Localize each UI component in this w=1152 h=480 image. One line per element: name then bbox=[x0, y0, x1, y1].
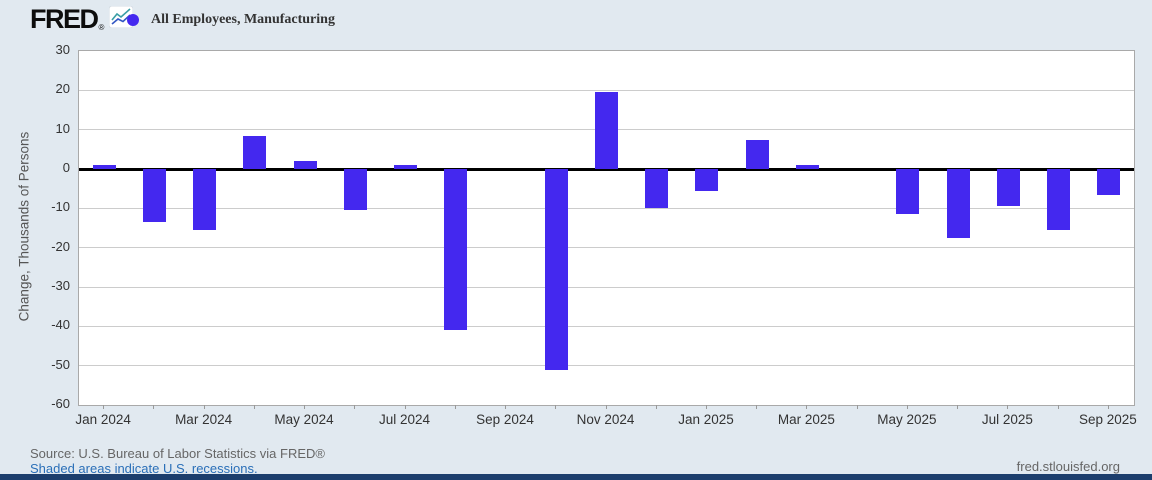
bar-aug-2024[interactable] bbox=[444, 169, 468, 331]
y-tick-label: 0 bbox=[62, 160, 70, 175]
gridline bbox=[79, 365, 1134, 367]
bar-mar-2024[interactable] bbox=[193, 169, 217, 230]
x-month-tick bbox=[806, 405, 808, 409]
legend-series-dot bbox=[127, 14, 139, 26]
x-tick-label: Sep 2025 bbox=[1078, 412, 1137, 427]
x-month-tick bbox=[555, 405, 557, 409]
gridline bbox=[79, 207, 1134, 209]
chart-header: FRED ® All Employees, Manufacturing bbox=[0, 0, 1152, 42]
x-month-tick bbox=[153, 405, 155, 409]
bar-jul-2025[interactable] bbox=[996, 169, 1020, 207]
x-month-tick bbox=[957, 405, 959, 409]
bar-may-2024[interactable] bbox=[293, 161, 317, 169]
bar-aug-2025[interactable] bbox=[1047, 169, 1071, 230]
bar-mar-2025[interactable] bbox=[795, 165, 819, 169]
y-tick-label: 10 bbox=[55, 120, 70, 136]
x-tick-label: Jan 2024 bbox=[75, 412, 131, 427]
legend-item-manufacturing[interactable]: All Employees, Manufacturing bbox=[127, 12, 335, 28]
bar-oct-2024[interactable] bbox=[544, 169, 568, 370]
x-tick-label: Mar 2024 bbox=[175, 412, 233, 427]
x-tick-label: Sep 2024 bbox=[476, 412, 534, 427]
x-month-tick bbox=[705, 405, 707, 409]
registered-trademark: ® bbox=[98, 23, 105, 32]
x-month-tick bbox=[505, 405, 507, 409]
y-tick-label: -60 bbox=[51, 396, 70, 411]
bar-jun-2025[interactable] bbox=[946, 169, 970, 238]
gridline bbox=[79, 247, 1134, 249]
x-month-tick bbox=[906, 405, 908, 409]
x-month-tick bbox=[1007, 405, 1009, 409]
bar-jun-2024[interactable] bbox=[343, 169, 367, 211]
bottom-accent-bar bbox=[0, 474, 1152, 480]
source-note: Source: U.S. Bureau of Labor Statistics … bbox=[30, 446, 325, 461]
x-month-tick bbox=[354, 405, 356, 409]
y-tick-label: -10 bbox=[51, 199, 70, 215]
bar-apr-2024[interactable] bbox=[243, 135, 267, 169]
bar-dec-2024[interactable] bbox=[645, 169, 669, 209]
gridline bbox=[79, 286, 1134, 288]
y-tick-label: -20 bbox=[51, 238, 70, 254]
x-month-tick bbox=[454, 405, 456, 409]
x-tick-label: Nov 2024 bbox=[576, 412, 635, 427]
x-tick-label: May 2024 bbox=[274, 412, 334, 427]
y-tick-label: -30 bbox=[51, 278, 70, 293]
x-month-tick bbox=[203, 405, 205, 409]
zero-axis-line bbox=[79, 167, 1134, 171]
x-month-tick bbox=[103, 405, 105, 409]
legend-series-label: All Employees, Manufacturing bbox=[151, 12, 335, 27]
y-tick-label: -40 bbox=[51, 317, 70, 333]
x-month-tick bbox=[756, 405, 758, 409]
x-month-tick bbox=[856, 405, 858, 409]
fred-logo[interactable]: FRED ® bbox=[30, 4, 134, 34]
y-tick-label: 30 bbox=[55, 42, 70, 57]
y-axis-title: Change, Thousands of Persons bbox=[16, 131, 32, 322]
bar-nov-2024[interactable] bbox=[595, 92, 618, 169]
recession-note-link[interactable]: Shaded areas indicate U.S. recessions. bbox=[30, 461, 258, 476]
x-month-tick bbox=[404, 405, 406, 409]
x-month-tick bbox=[304, 405, 306, 409]
x-tick-label: Jan 2025 bbox=[678, 412, 734, 427]
x-month-tick bbox=[605, 405, 607, 409]
fred-logo-text: FRED bbox=[30, 4, 99, 34]
site-url-link[interactable]: fred.stlouisfed.org bbox=[1016, 459, 1120, 474]
x-tick-label: Jul 2025 bbox=[981, 412, 1033, 427]
bar-jul-2024[interactable] bbox=[394, 165, 418, 169]
bar-feb-2024[interactable] bbox=[142, 169, 166, 223]
y-tick-label: -50 bbox=[51, 356, 70, 372]
x-month-tick bbox=[1057, 405, 1059, 409]
x-tick-label: Mar 2025 bbox=[777, 412, 835, 427]
bar-sep-2025[interactable] bbox=[1097, 169, 1121, 195]
plot-area bbox=[78, 50, 1135, 406]
x-month-tick bbox=[253, 405, 255, 409]
x-tick-label: Jul 2024 bbox=[379, 412, 431, 427]
bar-jan-2025[interactable] bbox=[695, 169, 719, 191]
x-month-tick bbox=[1107, 405, 1109, 409]
x-tick-label: May 2025 bbox=[877, 412, 937, 427]
gridline bbox=[79, 89, 1134, 91]
y-tick-label: 20 bbox=[55, 81, 70, 97]
bar-may-2025[interactable] bbox=[896, 169, 920, 215]
bar-jan-2024[interactable] bbox=[92, 165, 116, 169]
x-month-tick bbox=[655, 405, 657, 409]
gridline bbox=[79, 325, 1134, 327]
bar-feb-2025[interactable] bbox=[745, 139, 769, 169]
